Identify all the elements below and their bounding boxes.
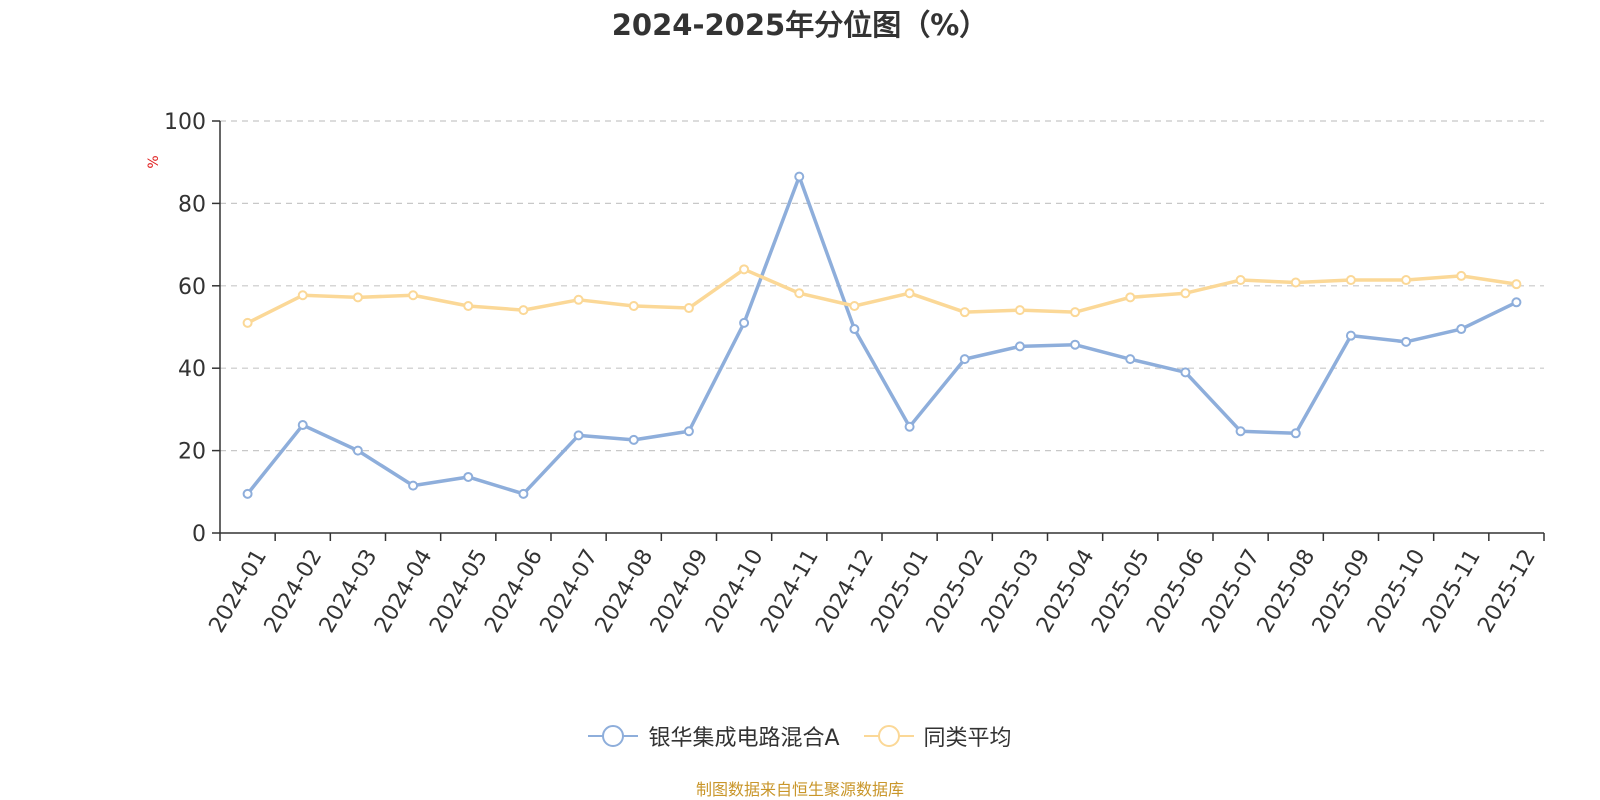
- data-point-series-2: [1125, 292, 1136, 303]
- grid-lines: [220, 120, 1544, 452]
- y-tick-label: 60: [178, 275, 206, 300]
- data-point-series-1: [1345, 330, 1356, 341]
- data-point-series-1: [739, 317, 750, 328]
- y-tick-label: 0: [192, 522, 206, 547]
- data-point-series-1: [1125, 354, 1136, 365]
- series-lines: [242, 171, 1522, 499]
- data-point-series-1: [352, 445, 363, 456]
- data-point-series-1: [1456, 324, 1467, 335]
- data-point-series-2: [683, 303, 694, 314]
- data-point-series-2: [463, 300, 474, 311]
- data-point-series-1: [408, 480, 419, 491]
- data-point-series-1: [1511, 297, 1522, 308]
- legend-item-series-1[interactable]: 银华集成电路混合A: [588, 720, 840, 752]
- axes: 0204060801002024-012024-022024-032024-04…: [164, 110, 1545, 637]
- data-point-series-1: [1014, 341, 1025, 352]
- data-point-series-2: [1456, 270, 1467, 281]
- data-point-series-2: [628, 300, 639, 311]
- data-point-series-2: [242, 317, 253, 328]
- data-point-series-2: [408, 290, 419, 301]
- data-point-series-2: [904, 288, 915, 299]
- legend-line-circle-icon: [588, 725, 639, 747]
- data-point-series-1: [573, 430, 584, 441]
- series-line-2: [245, 267, 1519, 325]
- data-point-series-1: [904, 421, 915, 432]
- data-point-series-2: [1014, 305, 1025, 316]
- data-point-series-2: [1070, 307, 1081, 318]
- data-point-series-1: [849, 324, 860, 335]
- data-point-series-2: [1180, 288, 1191, 299]
- data-point-series-1: [683, 426, 694, 437]
- data-point-series-2: [352, 292, 363, 303]
- chart-title: 2024-2025年分位图（%）: [611, 8, 989, 42]
- data-point-series-1: [242, 488, 253, 499]
- data-point-series-2: [794, 288, 805, 299]
- data-point-series-1: [1401, 336, 1412, 347]
- data-point-series-1: [297, 420, 308, 431]
- y-tick-label: 80: [178, 192, 206, 217]
- data-point-series-2: [518, 305, 529, 316]
- legend-label-series-2: 同类平均: [923, 726, 1012, 751]
- data-point-series-1: [1235, 426, 1246, 437]
- data-point-series-1: [628, 434, 639, 445]
- data-point-series-2: [573, 294, 584, 305]
- data-point-series-1: [1070, 339, 1081, 350]
- data-point-series-2: [849, 300, 860, 311]
- data-point-series-2: [1511, 279, 1522, 290]
- data-point-series-2: [1235, 275, 1246, 286]
- legend: 银华集成电路混合A 同类平均: [0, 720, 1600, 752]
- data-point-series-1: [794, 171, 805, 182]
- legend-label-series-1: 银华集成电路混合A: [648, 726, 840, 751]
- data-point-series-2: [739, 264, 750, 275]
- y-axis-unit-label: %: [146, 155, 162, 168]
- data-point-series-2: [1290, 277, 1301, 288]
- source-note: 制图数据来自恒生聚源数据库: [695, 780, 904, 799]
- legend-item-series-2[interactable]: 同类平均: [863, 720, 1012, 752]
- data-point-series-2: [1401, 275, 1412, 286]
- series-line-1: [245, 174, 1519, 496]
- data-point-series-2: [959, 307, 970, 318]
- data-point-series-1: [959, 354, 970, 365]
- y-tick-label: 100: [164, 110, 206, 135]
- data-point-series-1: [1180, 367, 1191, 378]
- y-tick-label: 20: [178, 440, 206, 465]
- data-point-series-2: [1345, 275, 1356, 286]
- legend-line-circle-icon: [863, 725, 914, 747]
- data-point-series-1: [518, 488, 529, 499]
- data-point-series-1: [1290, 428, 1301, 439]
- y-tick-label: 40: [178, 357, 206, 382]
- data-point-series-2: [297, 290, 308, 301]
- data-point-series-1: [463, 471, 474, 482]
